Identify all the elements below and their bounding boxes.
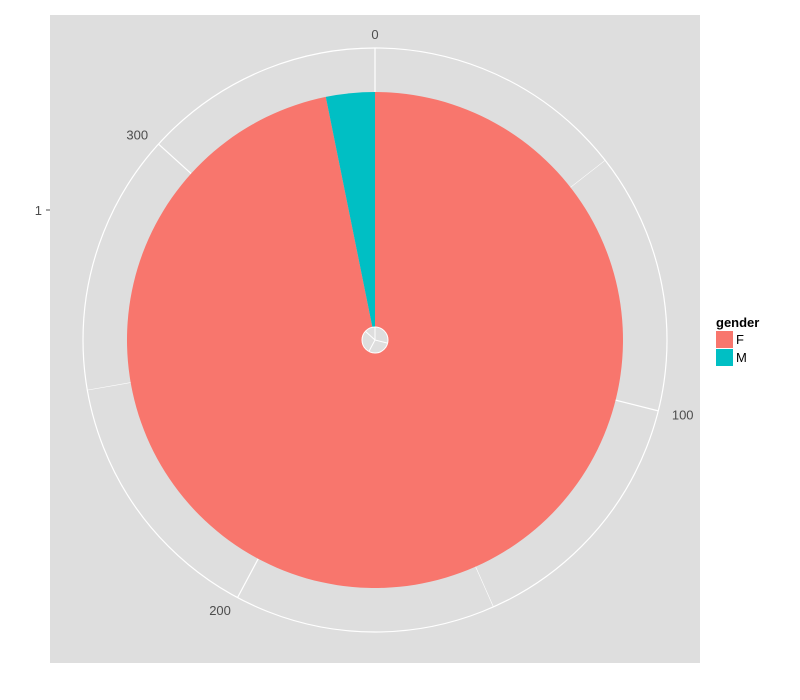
legend: gender F M — [716, 315, 759, 366]
legend-key-m — [716, 349, 733, 366]
legend-label-f: F — [736, 332, 744, 347]
legend-label-m: M — [736, 350, 747, 365]
center-hole — [361, 326, 389, 354]
y-axis-tick-label: 1 — [35, 203, 42, 218]
center-hole-spoke — [365, 330, 376, 341]
legend-title: gender — [716, 315, 759, 330]
theta-tick-label-100: 100 — [672, 407, 694, 422]
legend-key-f — [716, 331, 733, 348]
theta-tick-label-300: 300 — [126, 128, 148, 143]
pie-slice-m — [325, 92, 375, 340]
center-hole-spoke — [374, 339, 388, 344]
theta-tick-label-0: 0 — [371, 27, 378, 42]
center-hole-spoke — [368, 339, 376, 352]
y-axis-tick: 1 — [35, 203, 50, 218]
theta-tick-label-200: 200 — [209, 603, 231, 618]
